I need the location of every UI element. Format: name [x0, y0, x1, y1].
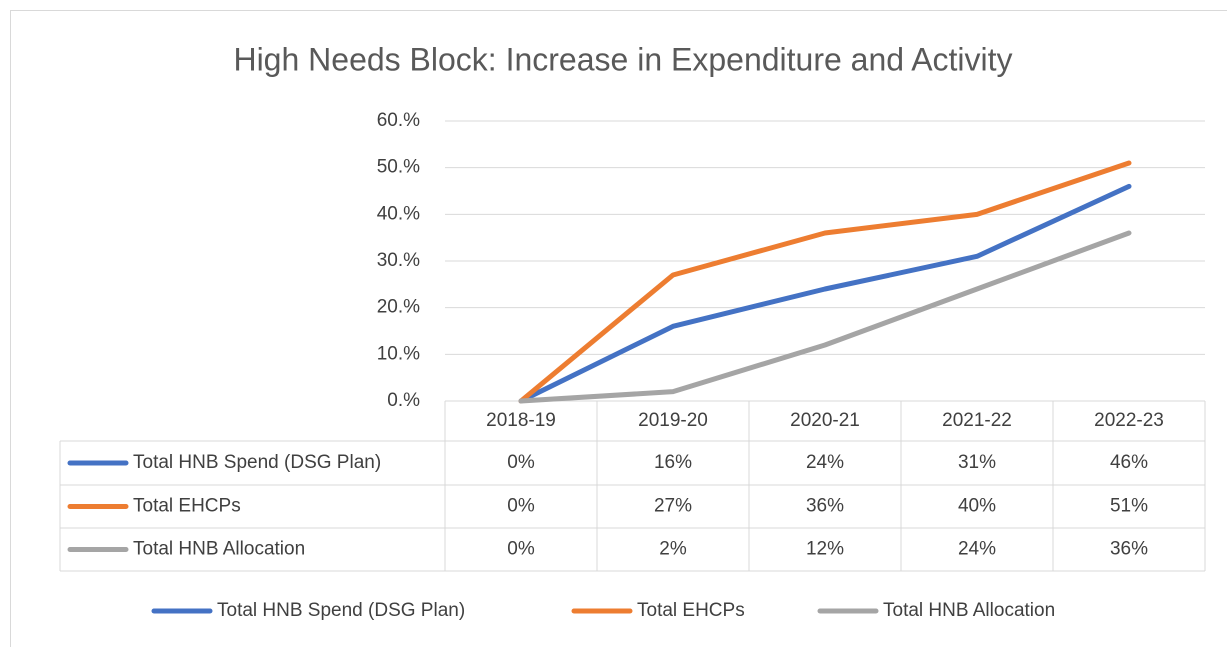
series-line [518, 183, 1132, 404]
table-value: 46% [1110, 452, 1148, 473]
y-tick-label: 50.% [377, 157, 420, 178]
y-tick-label: 10.% [377, 343, 420, 364]
table-value: 0% [507, 452, 535, 473]
table-value: 24% [806, 452, 844, 473]
table-value: 24% [958, 539, 996, 560]
chart-frame [10, 10, 1227, 647]
table-value: 36% [1110, 539, 1148, 560]
y-tick-label: 30.% [377, 250, 420, 271]
legend-label: Total HNB Allocation [883, 600, 1055, 621]
series-line [518, 230, 1132, 404]
table-value: 27% [654, 496, 692, 517]
table-row-label: Total HNB Allocation [133, 539, 305, 560]
x-tick-label: 2018-19 [486, 410, 556, 431]
y-tick-label: 20.% [377, 297, 420, 318]
table-value: 31% [958, 452, 996, 473]
table-value: 0% [507, 496, 535, 517]
y-tick-label: 0.% [387, 390, 420, 411]
x-tick-label: 2020-21 [790, 410, 860, 431]
table-row-label: Total HNB Spend (DSG Plan) [133, 452, 381, 473]
series-line [518, 160, 1132, 404]
table-value: 0% [507, 539, 535, 560]
x-tick-label: 2022-23 [1094, 410, 1164, 431]
table-value: 2% [659, 539, 687, 560]
legend-label: Total EHCPs [637, 600, 745, 621]
table-row-label: Total EHCPs [133, 496, 241, 517]
table-value: 36% [806, 496, 844, 517]
chart-title: High Needs Block: Increase in Expenditur… [233, 41, 1012, 77]
legend-label: Total HNB Spend (DSG Plan) [217, 600, 465, 621]
x-tick-label: 2021-22 [942, 410, 1012, 431]
y-tick-label: 60.% [377, 110, 420, 131]
table-value: 40% [958, 496, 996, 517]
table-value: 16% [654, 452, 692, 473]
y-tick-label: 40.% [377, 203, 420, 224]
table-value: 12% [806, 539, 844, 560]
table-value: 51% [1110, 496, 1148, 517]
x-tick-label: 2019-20 [638, 410, 708, 431]
